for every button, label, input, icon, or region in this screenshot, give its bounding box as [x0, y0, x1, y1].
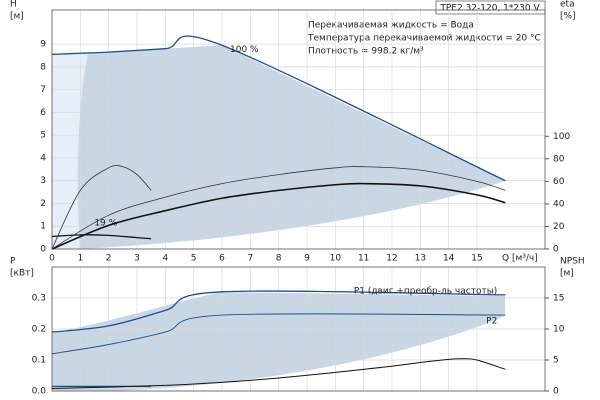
x-tick-label: 10	[330, 254, 342, 264]
x-tick-label: 4	[162, 254, 168, 264]
x-tick-label: 13	[415, 254, 426, 264]
y2-axis-label: [м]	[560, 269, 574, 279]
y2-tick-label: 15	[553, 294, 564, 304]
y2-tick-label: 80	[553, 154, 565, 164]
y2-tick-label: 100	[553, 132, 570, 142]
curve	[51, 166, 506, 250]
x-tick-label: 14	[443, 254, 455, 264]
y2-tick-label: 5	[553, 356, 559, 366]
y-tick-label: 4	[40, 153, 46, 163]
y2-tick-label: 0	[553, 387, 559, 397]
y-tick-label: 0	[40, 245, 46, 255]
y-tick-label: 5	[40, 131, 46, 141]
note: Температура перекачиваемой жидкости = 20…	[307, 34, 541, 44]
y2-tick-label: 60	[553, 177, 565, 187]
y-tick-label: 0.0	[32, 387, 47, 397]
y2-tick-label: 10	[553, 325, 565, 335]
plot-frame	[51, 266, 546, 392]
y-tick-label: 0.3	[32, 294, 46, 304]
y2-tick-label: 40	[553, 199, 565, 209]
chart-title: TPE2 32-120, 1*230 V	[439, 4, 540, 14]
y2-axis-label: [%]	[560, 12, 576, 22]
series-label: P1 (двиг.+преобр-ль частоты)	[354, 286, 498, 296]
y-tick-label: 3	[40, 176, 46, 186]
y2-tick-label: 0	[553, 245, 559, 255]
series-label: 100 %	[230, 45, 259, 55]
y-tick-label: 6	[40, 108, 46, 118]
x-tick-label: 2	[106, 254, 112, 264]
y2-axis-label: NPSH	[560, 257, 585, 267]
plot-frame	[51, 9, 546, 250]
y-axis-label: H	[10, 0, 17, 10]
y2-tick-label: 20	[553, 222, 565, 232]
y-axis-label: [кВт]	[10, 269, 34, 279]
series-label: 19 %	[94, 218, 117, 228]
x-tick-label: 1	[77, 254, 83, 264]
y-tick-label: 7	[40, 85, 46, 95]
y-tick-label: 2	[40, 199, 46, 209]
x-tick-label: 8	[276, 254, 282, 264]
curve	[51, 358, 506, 390]
x-tick-label: 15	[471, 254, 482, 264]
note: Плотность = 998.2 кг/м³	[308, 47, 424, 57]
x-tick-label: 6	[219, 254, 225, 264]
x-tick-label: 3	[134, 254, 140, 264]
range-light	[52, 54, 88, 249]
y-tick-label: 0.1	[32, 356, 46, 366]
x-tick-label: 0	[49, 254, 55, 264]
y-tick-label: 9	[40, 40, 46, 50]
curve	[51, 164, 152, 250]
y-tick-label: 0.2	[32, 325, 46, 335]
operating-range	[77, 45, 505, 249]
y-tick-label: 1	[40, 222, 46, 232]
y-axis-label: [м]	[10, 12, 24, 22]
curve	[51, 35, 506, 182]
x-axis-label: Q [м³/ч]	[502, 254, 538, 264]
x-tick-label: 7	[247, 254, 253, 264]
note: Перекачиваемая жидкость = Вода	[308, 21, 474, 31]
x-tick-label: 12	[386, 254, 397, 264]
x-tick-label: 11	[358, 254, 369, 264]
y-tick-label: 8	[40, 62, 46, 72]
y2-axis-label: eta	[560, 0, 575, 10]
series-label: P2	[486, 317, 497, 327]
curve	[51, 290, 506, 333]
curve	[51, 234, 152, 240]
x-tick-label: 5	[191, 254, 197, 264]
title-box	[435, 0, 546, 15]
y-axis-label: P	[10, 257, 16, 267]
curve	[51, 182, 506, 250]
curve	[51, 313, 506, 355]
x-tick-label: 9	[304, 254, 310, 264]
